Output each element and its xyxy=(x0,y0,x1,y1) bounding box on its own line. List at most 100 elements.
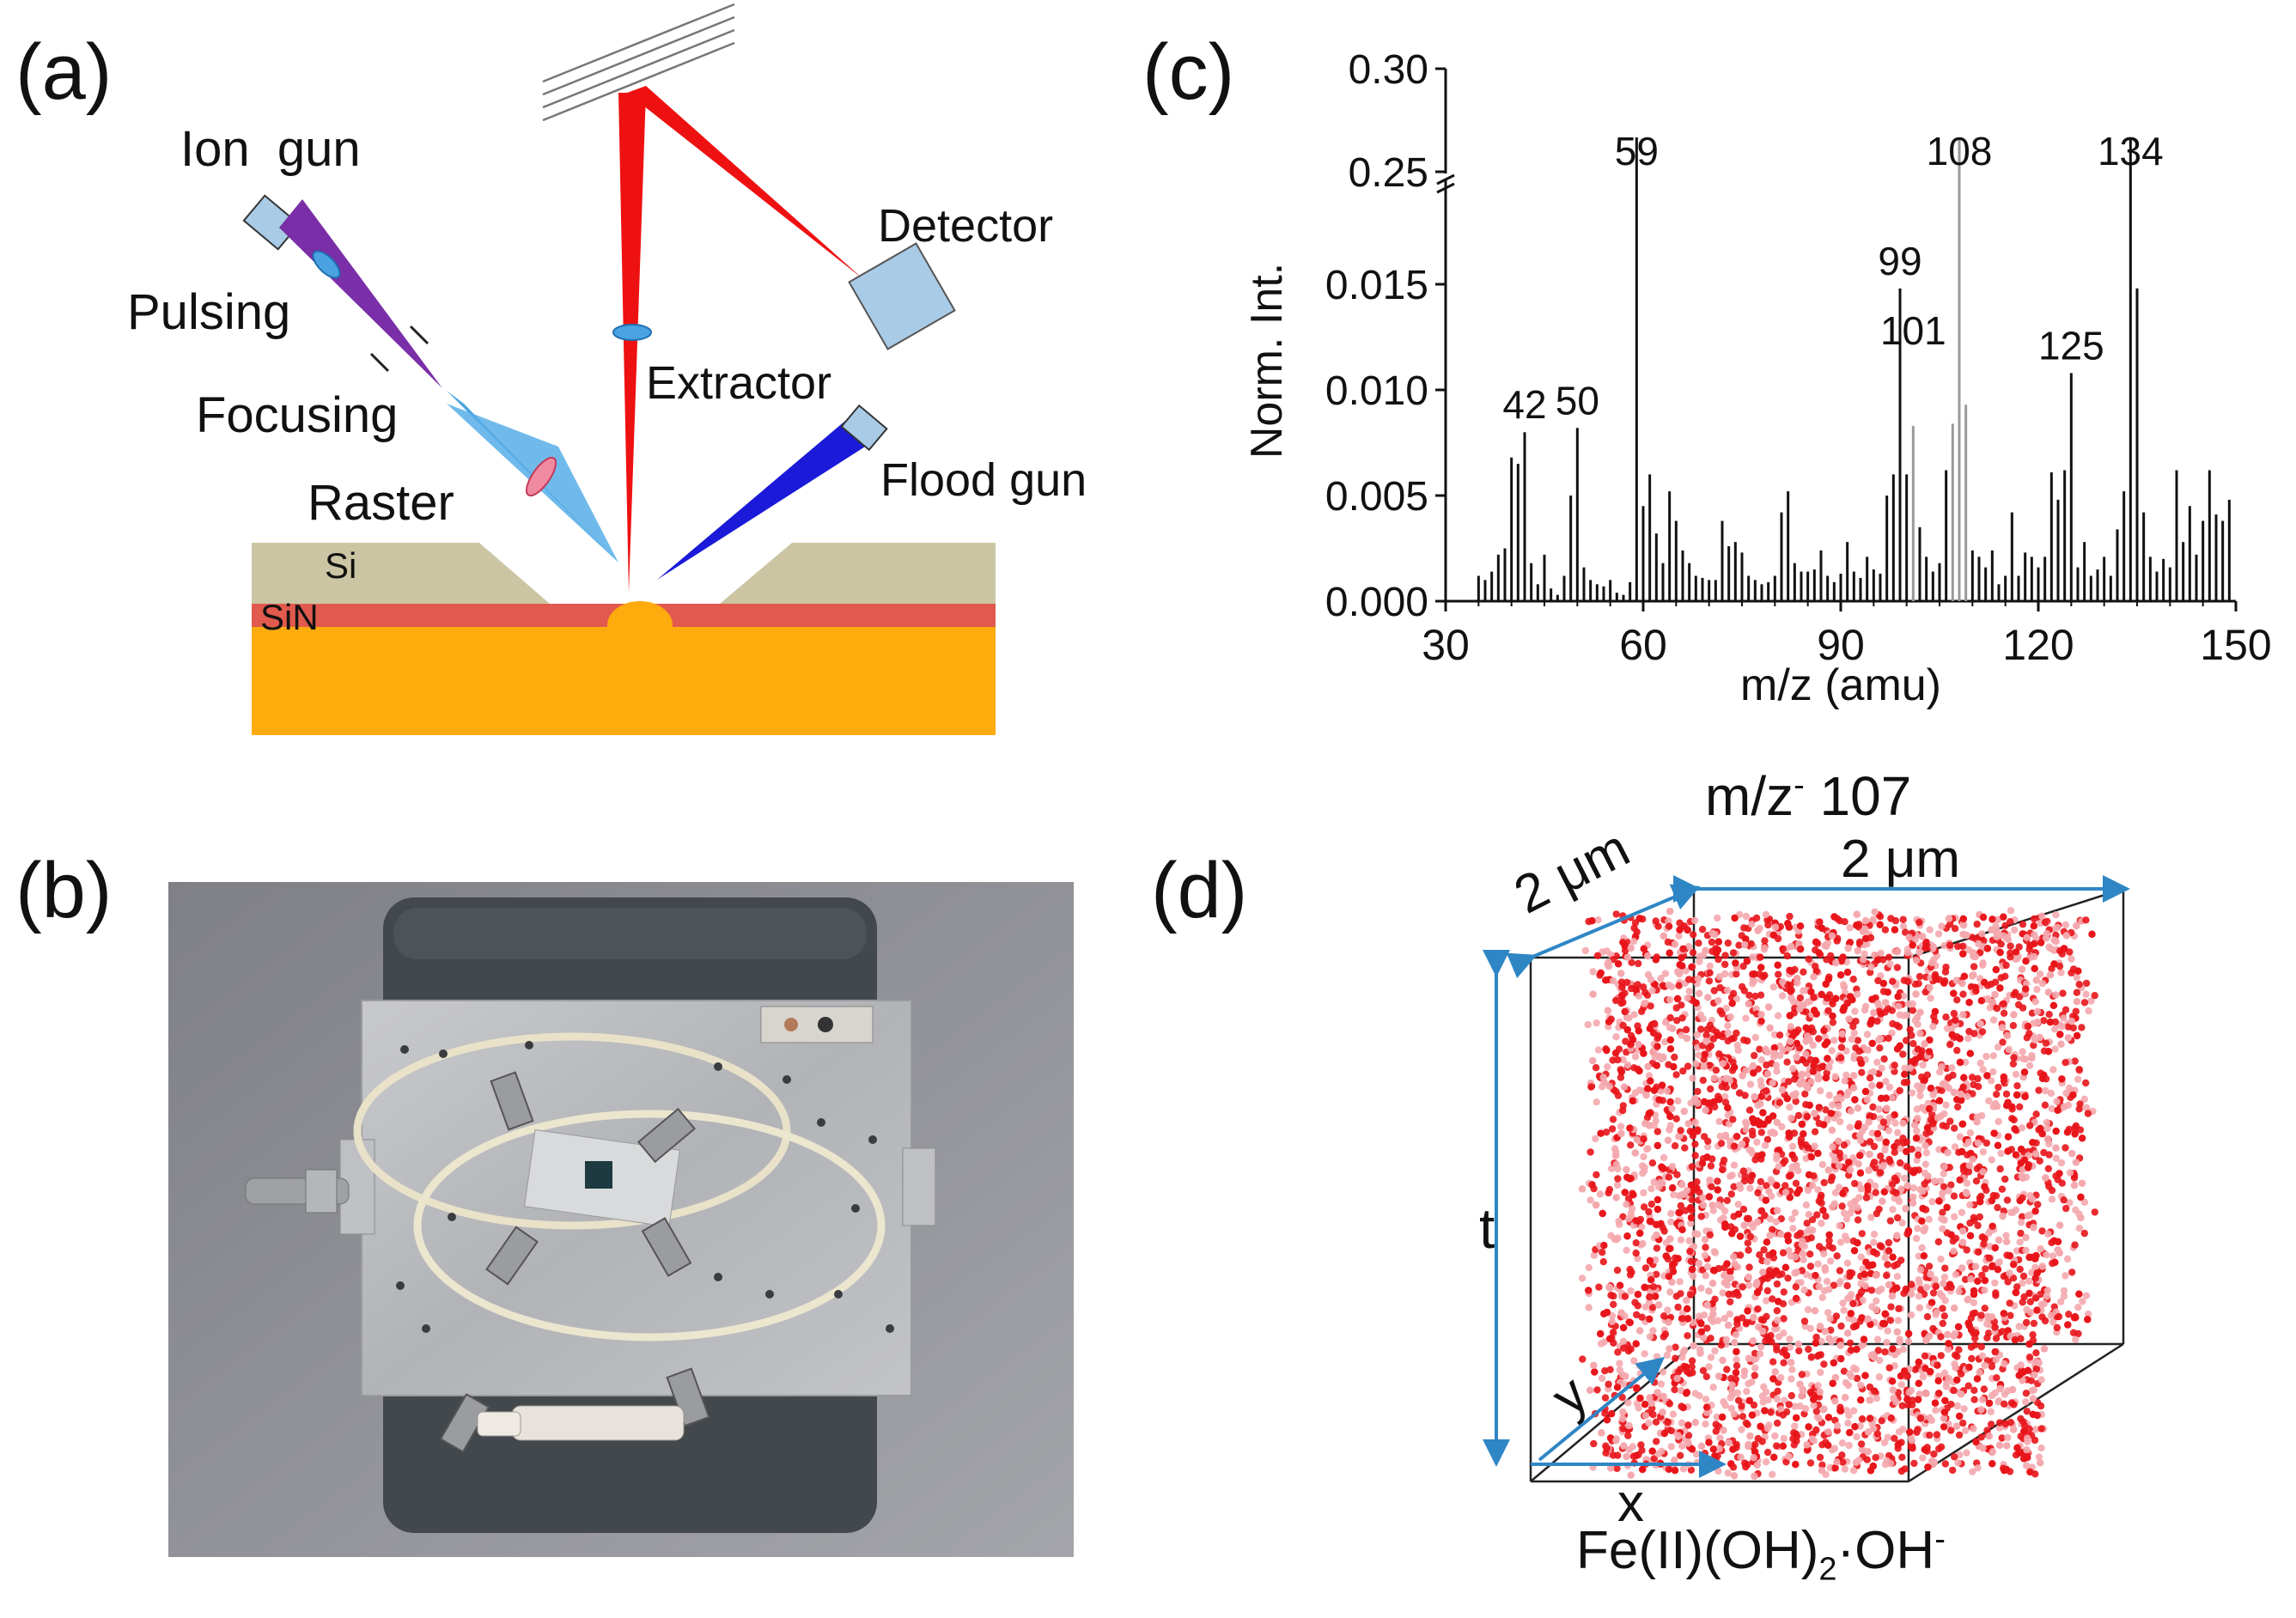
data-point xyxy=(2060,1103,2068,1110)
data-point xyxy=(2049,1066,2057,1074)
data-point xyxy=(1599,1074,1607,1081)
data-point xyxy=(2054,1238,2062,1245)
data-point xyxy=(1691,1419,1699,1426)
data-point xyxy=(1672,1115,1680,1122)
data-point xyxy=(1678,1014,1686,1022)
data-point xyxy=(1761,1407,1769,1414)
data-point xyxy=(1773,1207,1781,1214)
data-point xyxy=(1742,1014,1750,1022)
data-point xyxy=(1999,1038,2007,1046)
data-point xyxy=(1666,995,1674,1004)
data-point xyxy=(1683,1297,1690,1305)
data-point xyxy=(1612,910,1620,918)
data-point xyxy=(2026,1298,2034,1305)
data-point xyxy=(1785,1247,1793,1255)
data-point xyxy=(1888,1029,1896,1037)
data-point xyxy=(1613,1464,1621,1473)
data-point xyxy=(2059,989,2067,997)
data-point xyxy=(1930,1458,1939,1466)
data-point xyxy=(1849,1467,1858,1475)
data-point xyxy=(1845,1159,1853,1166)
data-point xyxy=(2033,1019,2042,1026)
data-point xyxy=(1865,1166,1873,1174)
data-point xyxy=(1810,1061,1818,1069)
data-point xyxy=(1795,1347,1803,1355)
data-point xyxy=(1827,1326,1835,1334)
data-point xyxy=(1745,1263,1753,1271)
label-raster: Raster xyxy=(308,475,454,531)
data-point xyxy=(1750,1069,1757,1077)
data-point xyxy=(1989,1052,1997,1060)
data-point xyxy=(1688,1196,1696,1204)
data-point xyxy=(1661,1038,1669,1046)
data-point xyxy=(1653,1141,1661,1150)
data-point xyxy=(1942,1383,1951,1390)
data-point xyxy=(1863,1456,1871,1463)
data-point xyxy=(2032,1110,2040,1118)
data-point xyxy=(2048,1104,2055,1113)
data-point xyxy=(1899,915,1907,923)
data-point xyxy=(1889,1386,1897,1394)
data-point xyxy=(1657,1220,1665,1228)
data-point xyxy=(1687,1204,1695,1212)
data-point xyxy=(1949,1466,1957,1475)
data-point xyxy=(1843,1281,1851,1290)
data-point xyxy=(1872,1164,1879,1172)
data-point xyxy=(1993,1091,2001,1098)
data-point xyxy=(2052,991,2060,999)
data-point xyxy=(1704,1137,1712,1145)
data-point xyxy=(1675,982,1683,989)
sample-droplet xyxy=(607,601,673,649)
data-point xyxy=(2046,1019,2055,1026)
data-point xyxy=(1908,1031,1915,1039)
data-point xyxy=(1941,1460,1949,1468)
data-point xyxy=(1745,991,1753,1000)
data-point xyxy=(1873,1335,1882,1343)
data-point xyxy=(1653,1128,1661,1135)
data-point xyxy=(1854,1104,1862,1112)
data-point xyxy=(1618,1393,1626,1402)
data-point xyxy=(2023,1408,2031,1415)
data-point xyxy=(1887,1303,1895,1311)
data-point xyxy=(2037,1244,2044,1253)
raster-lens-icon xyxy=(525,456,557,497)
data-point xyxy=(1702,946,1709,955)
data-point xyxy=(1758,1151,1766,1159)
data-point xyxy=(2051,1258,2059,1267)
data-point xyxy=(2047,1311,2055,1319)
data-point xyxy=(1831,1189,1840,1196)
data-point xyxy=(1857,1280,1865,1287)
data-point xyxy=(1876,1242,1885,1250)
data-point xyxy=(1762,910,1770,919)
data-point xyxy=(1836,1222,1843,1230)
data-point xyxy=(1609,1116,1617,1123)
data-point xyxy=(1689,1074,1696,1082)
data-point xyxy=(1699,1015,1707,1023)
data-point xyxy=(1586,1148,1594,1156)
data-point xyxy=(1914,1045,1922,1053)
data-point xyxy=(1699,1366,1708,1375)
data-point xyxy=(2041,1101,2049,1109)
data-point xyxy=(1970,1396,1978,1403)
data-point xyxy=(1593,1171,1600,1179)
data-point xyxy=(2008,1115,2016,1122)
data-point xyxy=(1995,1424,2004,1432)
data-point xyxy=(1884,1261,1891,1268)
data-point xyxy=(1891,1119,1899,1127)
data-point xyxy=(1757,1128,1765,1136)
data-point xyxy=(1734,1201,1742,1208)
data-point xyxy=(1640,1203,1648,1211)
data-point xyxy=(1970,1425,1977,1432)
data-point xyxy=(1888,1094,1896,1102)
data-point xyxy=(1981,1305,1988,1312)
data-point xyxy=(1965,1363,1973,1372)
data-point xyxy=(1703,1153,1711,1161)
data-point xyxy=(1954,1323,1963,1331)
data-point xyxy=(1867,1396,1874,1404)
data-point xyxy=(2082,1292,2091,1299)
data-point xyxy=(1762,1388,1770,1396)
data-point xyxy=(2002,1232,2010,1239)
data-point xyxy=(1609,1329,1617,1336)
data-point xyxy=(1794,975,1801,982)
data-point xyxy=(1846,1123,1854,1131)
